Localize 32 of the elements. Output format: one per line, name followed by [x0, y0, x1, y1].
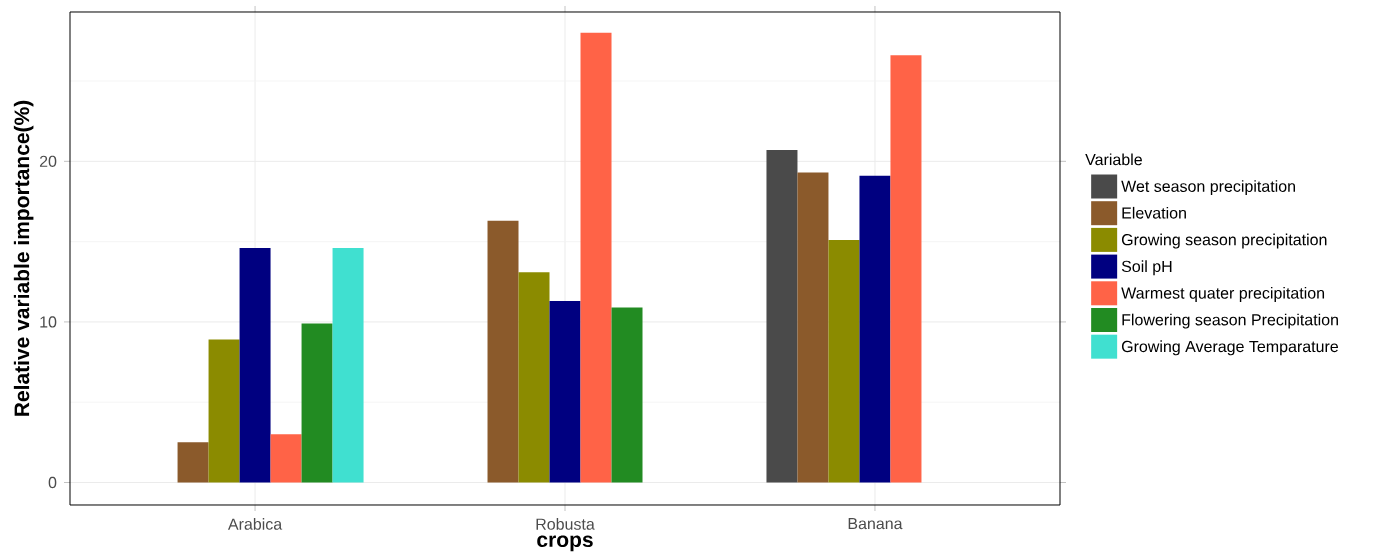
bar — [487, 220, 519, 483]
bar — [766, 150, 798, 483]
x-tick-label: Robusta — [536, 518, 595, 530]
y-tick-label: 10 — [40, 316, 57, 328]
bar — [859, 175, 891, 483]
y-tick-label: 20 — [39, 155, 57, 168]
legend-label: Growing season precipitation — [1121, 233, 1327, 249]
bar — [208, 339, 240, 483]
x-axis-title: crops — [537, 535, 593, 552]
legend-label: Warmest quater precipitation — [1121, 287, 1325, 302]
bar — [828, 240, 860, 483]
bar — [239, 248, 271, 483]
legend-label: Soil pH — [1121, 260, 1172, 276]
bar — [332, 248, 364, 483]
legend-label: Elevation — [1122, 206, 1186, 219]
x-tick-label: Banana — [848, 518, 903, 530]
bar — [890, 55, 922, 483]
bar — [797, 172, 829, 483]
legend-label: Growing Average Temparature — [1121, 340, 1339, 356]
bar — [549, 301, 581, 483]
bar — [518, 272, 550, 483]
bar — [177, 442, 209, 483]
bar — [611, 307, 643, 483]
y-tick-label: 0 — [48, 476, 57, 489]
legend-label: Flowering season Precipitation — [1122, 313, 1338, 329]
y-axis-title: Relative variable importance(%) — [13, 100, 34, 416]
legend-label: Wet season precipitation — [1121, 180, 1295, 196]
legend-title: Variable — [1085, 153, 1142, 166]
bar — [301, 323, 333, 483]
bar — [580, 32, 612, 483]
x-tick-label: Arabica — [227, 518, 283, 530]
bar — [270, 434, 302, 483]
